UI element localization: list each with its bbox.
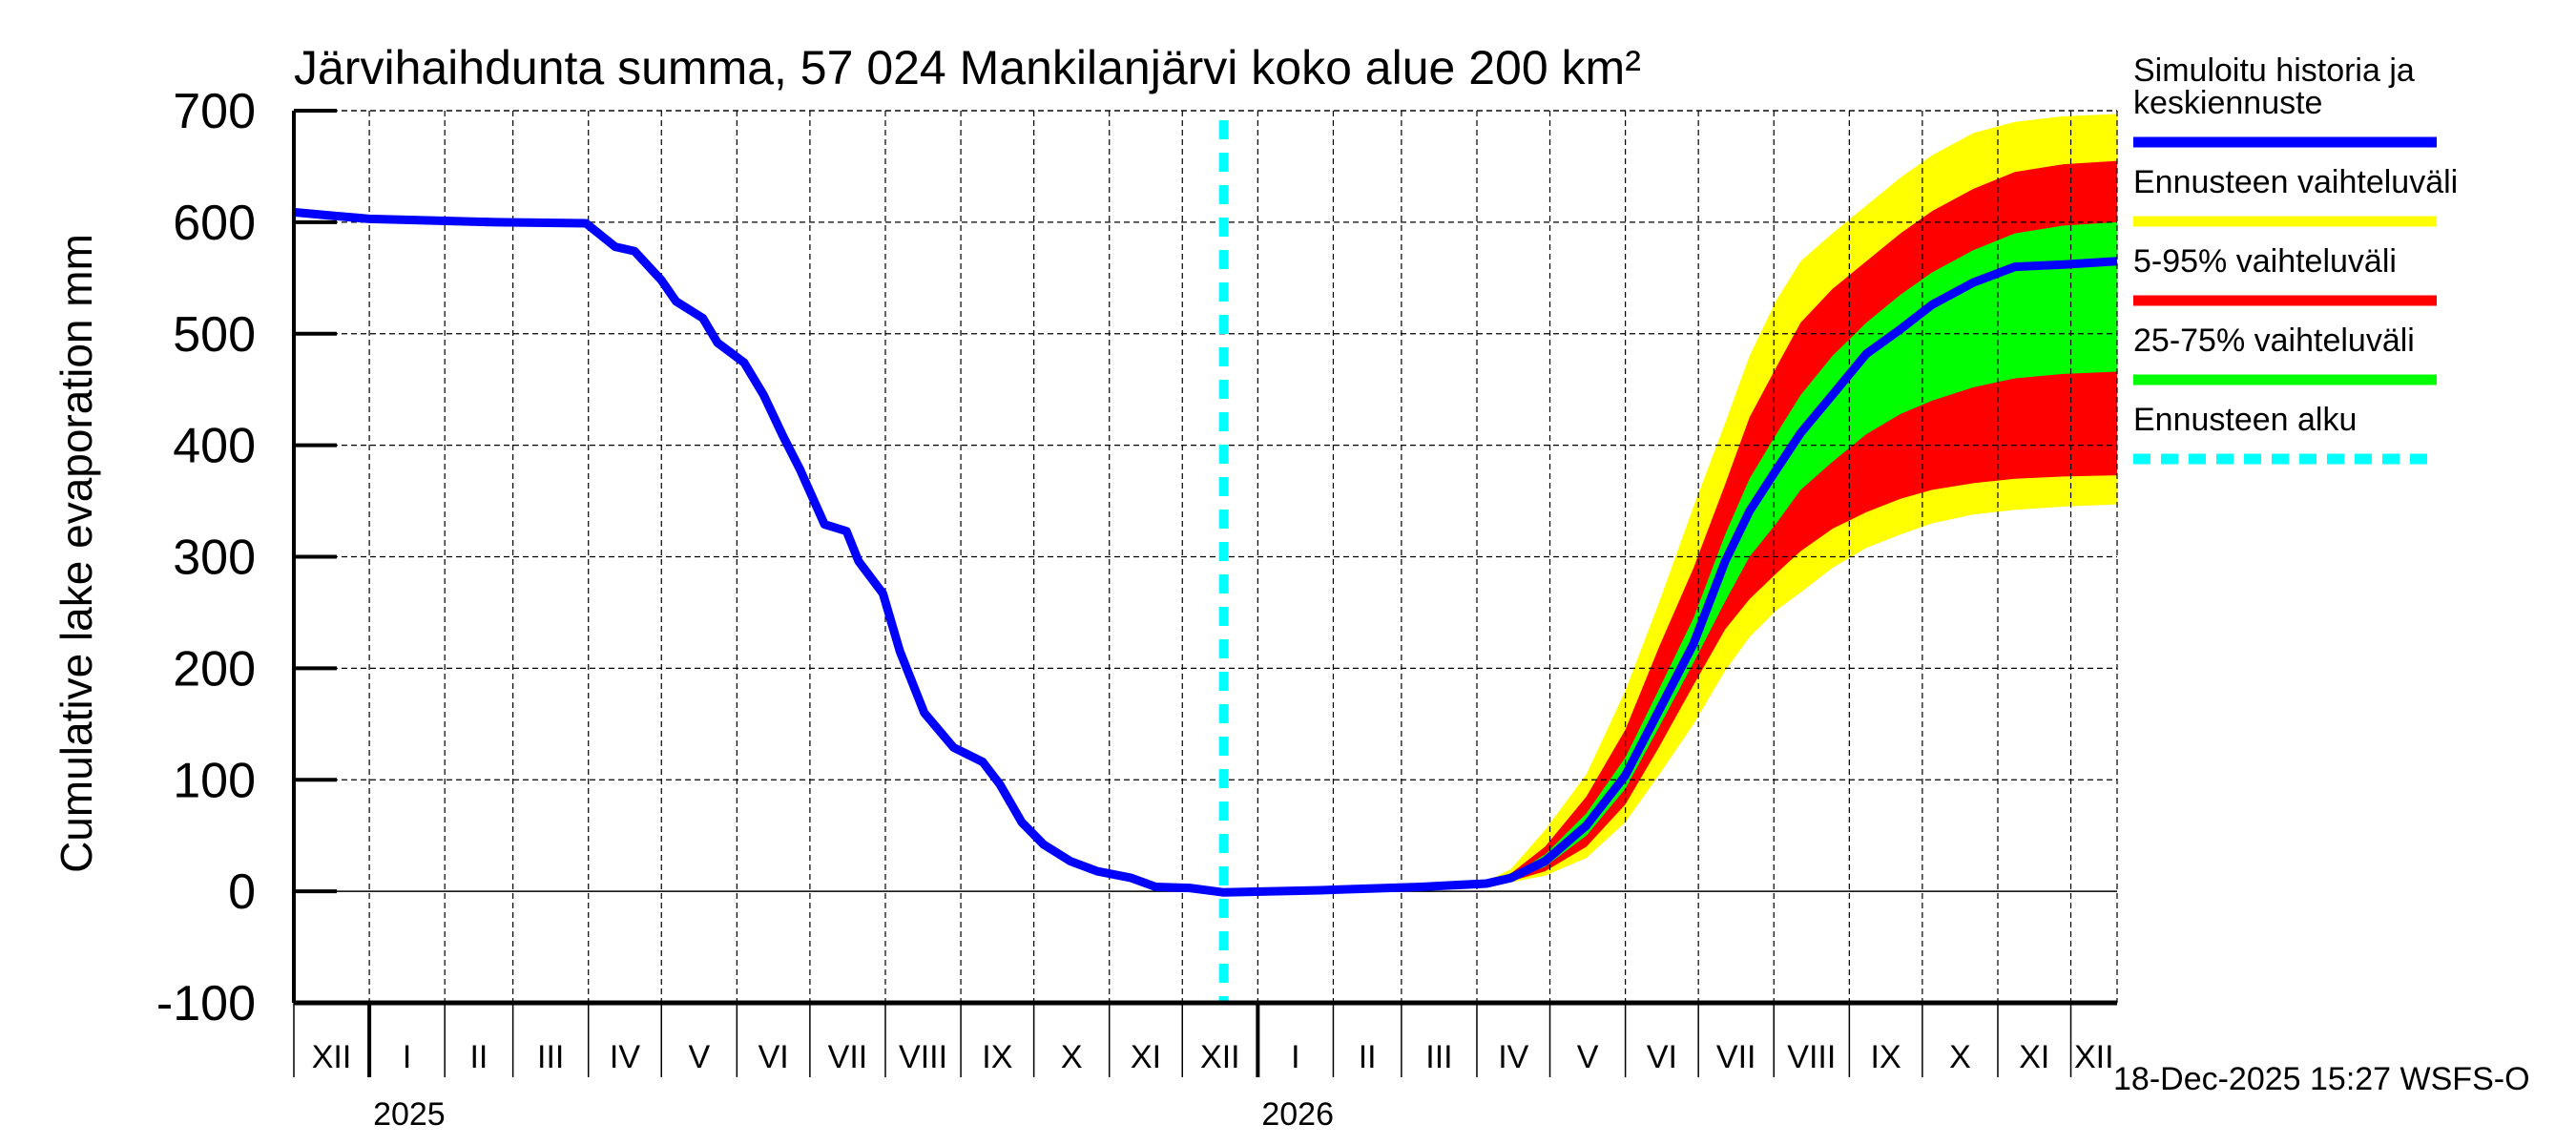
month-label: XII — [1200, 1039, 1240, 1075]
month-label: VII — [828, 1039, 868, 1075]
y-tick-label: 300 — [173, 531, 256, 586]
month-label: III — [1425, 1039, 1452, 1075]
month-label: IV — [1498, 1039, 1528, 1075]
month-label: V — [688, 1039, 710, 1075]
series-layer — [293, 120, 2118, 1003]
series-line-0 — [293, 207, 2118, 897]
y-tick-label: 600 — [173, 196, 256, 251]
legend-label: Ennusteen alku — [2133, 402, 2357, 438]
legend-label: 5-95% vaihteluväli — [2133, 243, 2397, 280]
legend-label: keskiennuste — [2133, 85, 2322, 121]
month-label: I — [1291, 1039, 1299, 1075]
month-label: XII — [312, 1039, 352, 1075]
footer-timestamp: 18-Dec-2025 15:27 WSFS-O — [2113, 1061, 2530, 1097]
month-label: IX — [982, 1039, 1012, 1075]
legend-label: Ennusteen vaihteluväli — [2133, 164, 2458, 200]
month-label: II — [1359, 1039, 1377, 1075]
month-label: II — [469, 1039, 488, 1075]
month-label: VI — [758, 1039, 789, 1075]
month-label: X — [1061, 1039, 1083, 1075]
legend-label: Simuloitu historia ja — [2133, 52, 2415, 89]
month-label: VIII — [1787, 1039, 1836, 1075]
month-label: III — [537, 1039, 564, 1075]
grid-layer — [294, 110, 2117, 1003]
bands-layer — [1223, 114, 2117, 893]
month-label: XII — [2074, 1039, 2114, 1075]
band-2 — [1223, 221, 2117, 893]
y-axis-label: Cumulative lake evaporation mm — [52, 234, 101, 873]
month-label: VII — [1716, 1039, 1756, 1075]
month-label: IX — [1871, 1039, 1901, 1075]
y-tick-label: 400 — [173, 419, 256, 474]
month-label: I — [403, 1039, 411, 1075]
y-tick-label: 200 — [173, 641, 256, 697]
month-label: VI — [1647, 1039, 1677, 1075]
month-label: XI — [2019, 1039, 2049, 1075]
y-tick-label: 500 — [173, 307, 256, 363]
month-label: IV — [610, 1039, 640, 1075]
y-tick-label: -100 — [156, 976, 256, 1031]
month-label: XI — [1131, 1039, 1161, 1075]
year-label: 2026 — [1261, 1096, 1334, 1133]
month-label: VIII — [899, 1039, 947, 1075]
y-tick-label: 0 — [228, 864, 256, 920]
y-tick-label: 700 — [173, 84, 256, 139]
y-tick-label: 100 — [173, 753, 256, 808]
chart-title: Järvihaihdunta summa, 57 024 Mankilanjär… — [294, 41, 1641, 94]
year-label: 2025 — [373, 1096, 446, 1133]
month-label: V — [1577, 1039, 1599, 1075]
month-label: X — [1949, 1039, 1971, 1075]
legend-label: 25-75% vaihteluväli — [2133, 323, 2415, 359]
